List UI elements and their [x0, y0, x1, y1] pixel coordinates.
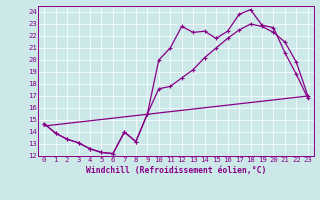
X-axis label: Windchill (Refroidissement éolien,°C): Windchill (Refroidissement éolien,°C) — [86, 166, 266, 175]
